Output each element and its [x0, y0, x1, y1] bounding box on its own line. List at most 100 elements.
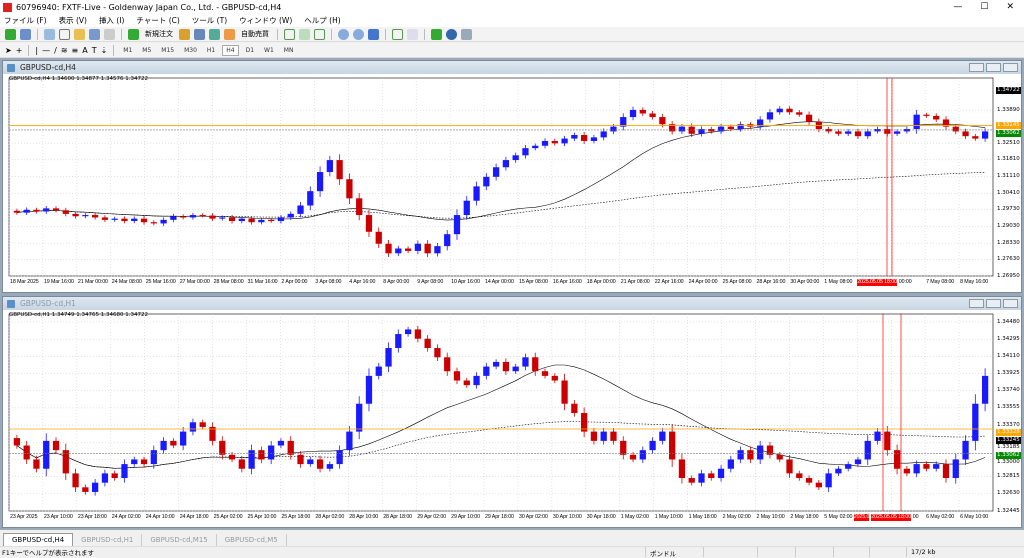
- h4-candle-body: [737, 124, 744, 130]
- h4-candle-body: [424, 243, 431, 254]
- vertical-line-icon[interactable]: |: [35, 45, 39, 55]
- profiles-icon[interactable]: [20, 28, 31, 40]
- label-icon[interactable]: T: [91, 45, 97, 55]
- menu-chart[interactable]: チャート (C): [136, 16, 180, 25]
- h1-candle-body: [522, 357, 529, 367]
- signals-icon[interactable]: [194, 28, 205, 40]
- tab-gbpusd-m5[interactable]: GBPUSD-cd,M5: [217, 534, 287, 546]
- zoom-out-icon[interactable]: [353, 28, 364, 40]
- h4-price-label: 1.28330: [997, 239, 1020, 246]
- timeframe-mn[interactable]: MN: [283, 46, 294, 54]
- bar-chart-icon[interactable]: [284, 28, 295, 40]
- h4-crosshair-time: 2025.05.05 18:00: [857, 279, 897, 286]
- h1-candle-body: [414, 329, 421, 339]
- h1-time-label: 6 May 10:00: [960, 514, 989, 520]
- tile-windows-icon[interactable]: [368, 28, 379, 40]
- window-title: 60796940: FXTF-Live - Goldenway Japan Co…: [16, 2, 282, 12]
- timeframe-d1[interactable]: D1: [245, 46, 255, 54]
- h4-candle-body: [316, 172, 324, 192]
- periods-icon[interactable]: [446, 28, 457, 40]
- h4-candle-body: [835, 131, 842, 134]
- h1-price-label: 1.33370: [997, 421, 1020, 428]
- window-restore-button[interactable]: [986, 299, 1001, 308]
- h4-time-label: 2 Apr 00:00: [281, 279, 308, 285]
- menu-view[interactable]: 表示 (V): [58, 16, 87, 25]
- tab-gbpusd-h4[interactable]: GBPUSD-cd,H4: [3, 533, 74, 546]
- window-restore-button[interactable]: [986, 63, 1001, 72]
- maximize-button[interactable]: ☐: [980, 2, 989, 12]
- metaeditor-icon[interactable]: [179, 28, 190, 40]
- channel-icon[interactable]: ≋: [60, 45, 68, 55]
- timeframe-w1[interactable]: W1: [264, 46, 274, 54]
- h1-time-label: 25 Apr 18:00: [281, 514, 311, 520]
- h4-candle-body: [492, 167, 500, 177]
- line-chart-icon[interactable]: [314, 28, 325, 40]
- zoom-in-icon[interactable]: [338, 28, 349, 40]
- candlestick-icon[interactable]: [299, 28, 310, 40]
- timeframe-m5[interactable]: M5: [142, 46, 152, 54]
- timeframe-m15[interactable]: M15: [161, 46, 175, 54]
- h4-price-label: 1.26950: [997, 272, 1020, 279]
- h4-candle-body: [219, 217, 226, 219]
- menu-tools[interactable]: ツール (T): [191, 16, 228, 25]
- market-watch-icon[interactable]: [44, 28, 55, 40]
- crosshair-nav-icon[interactable]: [59, 28, 70, 40]
- crosshair-icon[interactable]: +: [15, 45, 23, 55]
- h1-candle-body: [805, 478, 813, 483]
- fibonacci-icon[interactable]: ≡: [71, 45, 79, 55]
- timeframe-h4[interactable]: H4: [222, 44, 239, 56]
- new-chart-icon[interactable]: [5, 28, 16, 40]
- tab-gbpusd-h1[interactable]: GBPUSD-cd,H1: [73, 534, 143, 546]
- navigator-icon[interactable]: [74, 28, 85, 40]
- chart-shift-icon[interactable]: [392, 28, 403, 40]
- tester-icon[interactable]: [104, 28, 115, 40]
- h1-time-label: 2 May 02:00: [722, 514, 751, 520]
- h1-price-label: 1.33185: [997, 444, 1020, 451]
- new-order-button[interactable]: 新規注文: [145, 30, 173, 38]
- h4-candle-body: [649, 113, 656, 118]
- chart-window-h1[interactable]: GBPUSD-cd,H1 GBPUSD-cd,H1 1.34749 1.3476…: [2, 296, 1022, 528]
- chart-window-h1-titlebar[interactable]: GBPUSD-cd,H1: [3, 297, 1021, 310]
- horizontal-line-icon[interactable]: —: [42, 45, 51, 55]
- h1-chart[interactable]: GBPUSD-cd,H1 1.34749 1.34765 1.34680 1.3…: [3, 310, 1021, 527]
- timeframe-h1[interactable]: H1: [206, 46, 216, 54]
- mdi-area: GBPUSD-cd,H4 GBPUSD-cd,H4 1.34600 1.3487…: [0, 58, 1024, 530]
- menu-window[interactable]: ウィンドウ (W): [239, 16, 293, 25]
- h4-candle-body: [629, 109, 637, 118]
- chart-window-h4[interactable]: GBPUSD-cd,H4 GBPUSD-cd,H4 1.34600 1.3487…: [2, 60, 1022, 293]
- tab-gbpusd-m15[interactable]: GBPUSD-cd,M15: [142, 534, 217, 546]
- timeframe-m30[interactable]: M30: [184, 46, 197, 54]
- autoscroll-icon[interactable]: [407, 28, 418, 40]
- window-close-button[interactable]: [1003, 299, 1018, 308]
- h1-time-label: 6 May 02:00: [926, 514, 955, 520]
- market-icon[interactable]: [209, 28, 220, 40]
- auto-trading-button[interactable]: 自動売買: [241, 30, 269, 38]
- h4-candle-body: [150, 222, 157, 224]
- text-icon[interactable]: A: [82, 45, 88, 55]
- trendline-icon[interactable]: /: [54, 45, 57, 55]
- templates-icon[interactable]: [461, 28, 472, 40]
- menu-file[interactable]: ファイル (F): [4, 16, 47, 25]
- menu-bar: ファイル (F) 表示 (V) 挿入 (I) チャート (C) ツール (T) …: [0, 14, 1024, 27]
- h1-candle-body: [199, 422, 206, 427]
- menu-help[interactable]: ヘルプ (H): [304, 16, 341, 25]
- cursor-icon[interactable]: ➤: [5, 45, 12, 55]
- terminal-icon[interactable]: [89, 28, 100, 40]
- h1-candle-body: [502, 361, 510, 372]
- minimize-button[interactable]: —: [953, 2, 963, 12]
- window-close-button[interactable]: [1003, 63, 1018, 72]
- arrows-icon[interactable]: ⇣: [100, 45, 108, 55]
- window-minimize-button[interactable]: [969, 299, 984, 308]
- menu-insert[interactable]: 挿入 (I): [98, 16, 125, 25]
- h4-candle-body: [796, 112, 803, 115]
- h4-chart[interactable]: GBPUSD-cd,H4 1.34600 1.34877 1.34576 1.3…: [3, 74, 1021, 292]
- h1-time-label: 00: [912, 514, 919, 520]
- h4-candle-body: [258, 219, 265, 223]
- window-minimize-button[interactable]: [969, 63, 984, 72]
- close-button[interactable]: ✕: [1006, 2, 1014, 12]
- chart-window-h4-titlebar[interactable]: GBPUSD-cd,H4: [3, 61, 1021, 74]
- h4-time-label: 21 Mar 00:00: [77, 279, 108, 285]
- indicators-icon[interactable]: [431, 28, 442, 40]
- timeframe-m1[interactable]: M1: [123, 46, 133, 54]
- title-bar: 60796940: FXTF-Live - Goldenway Japan Co…: [0, 0, 1024, 14]
